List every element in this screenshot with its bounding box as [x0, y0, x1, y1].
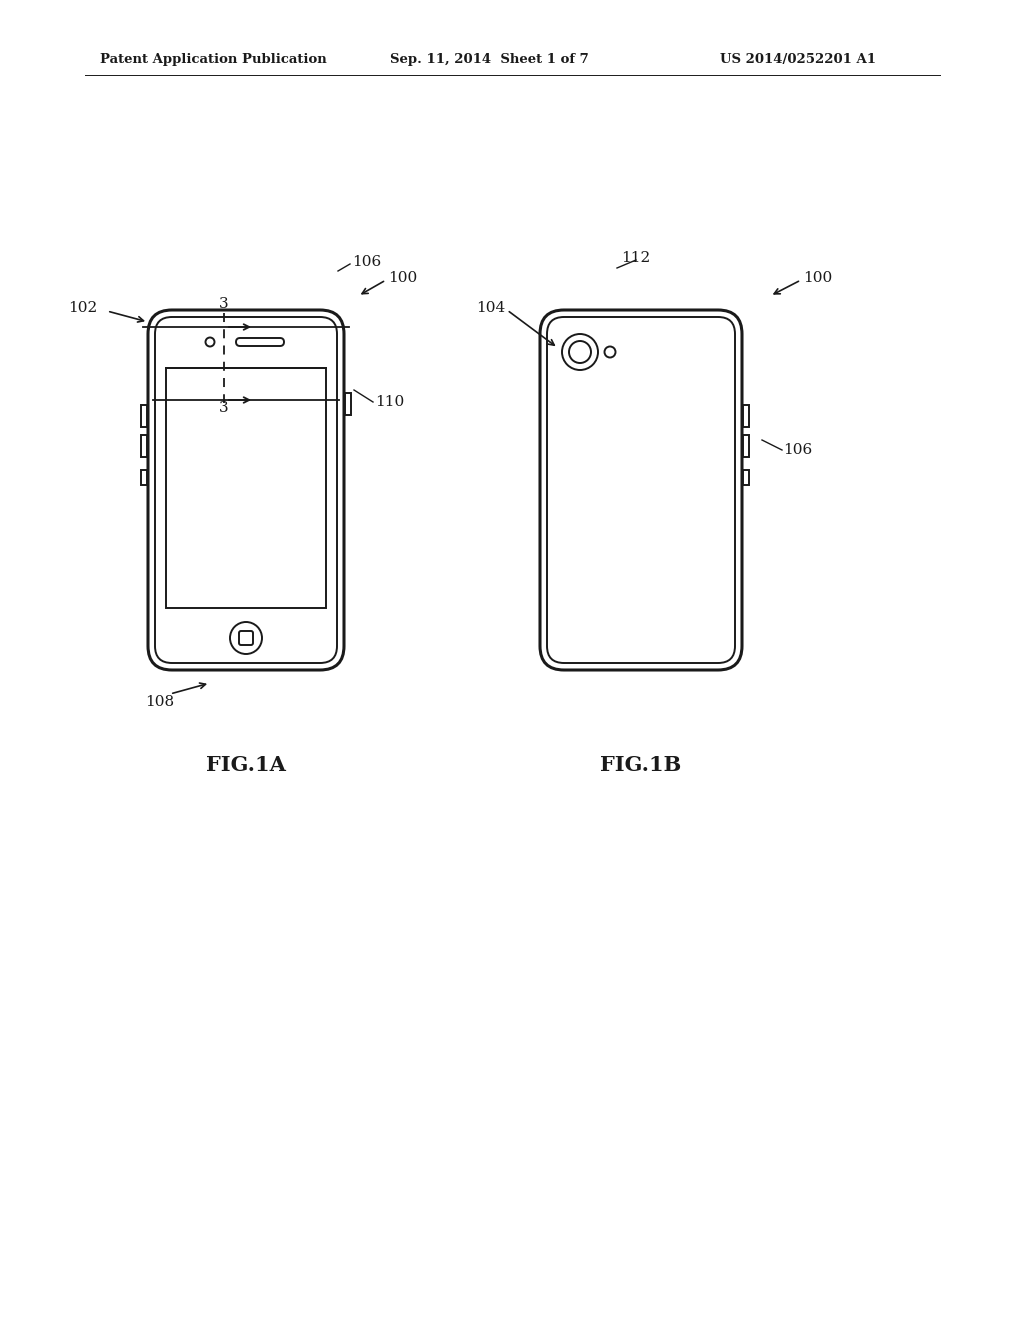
Bar [743, 470, 749, 484]
Bar [141, 436, 147, 457]
Circle shape [604, 346, 615, 358]
Text: 112: 112 [622, 251, 650, 265]
Text: 106: 106 [783, 444, 812, 457]
FancyBboxPatch shape [239, 631, 253, 645]
Text: Sep. 11, 2014  Sheet 1 of 7: Sep. 11, 2014 Sheet 1 of 7 [390, 54, 589, 66]
Text: Patent Application Publication: Patent Application Publication [100, 54, 327, 66]
Text: 106: 106 [352, 255, 381, 269]
FancyBboxPatch shape [236, 338, 284, 346]
Text: 110: 110 [375, 395, 404, 409]
Bar [345, 393, 351, 414]
Bar [743, 405, 749, 426]
Circle shape [562, 334, 598, 370]
Text: 108: 108 [145, 696, 174, 709]
FancyBboxPatch shape [540, 310, 742, 671]
FancyBboxPatch shape [148, 310, 344, 671]
Text: 3: 3 [219, 401, 228, 414]
Bar [141, 405, 147, 426]
Circle shape [206, 338, 214, 346]
FancyBboxPatch shape [155, 317, 337, 663]
FancyBboxPatch shape [547, 317, 735, 663]
Text: 104: 104 [476, 301, 505, 315]
Text: 100: 100 [803, 271, 833, 285]
Text: FIG.1B: FIG.1B [600, 755, 682, 775]
Text: US 2014/0252201 A1: US 2014/0252201 A1 [720, 54, 876, 66]
Text: 3: 3 [219, 297, 228, 312]
Text: FIG.1A: FIG.1A [206, 755, 286, 775]
Text: 102: 102 [68, 301, 97, 315]
Circle shape [230, 622, 262, 653]
Bar [743, 436, 749, 457]
Circle shape [569, 341, 591, 363]
Text: 100: 100 [388, 271, 417, 285]
Bar [166, 368, 326, 609]
Bar [141, 470, 147, 484]
